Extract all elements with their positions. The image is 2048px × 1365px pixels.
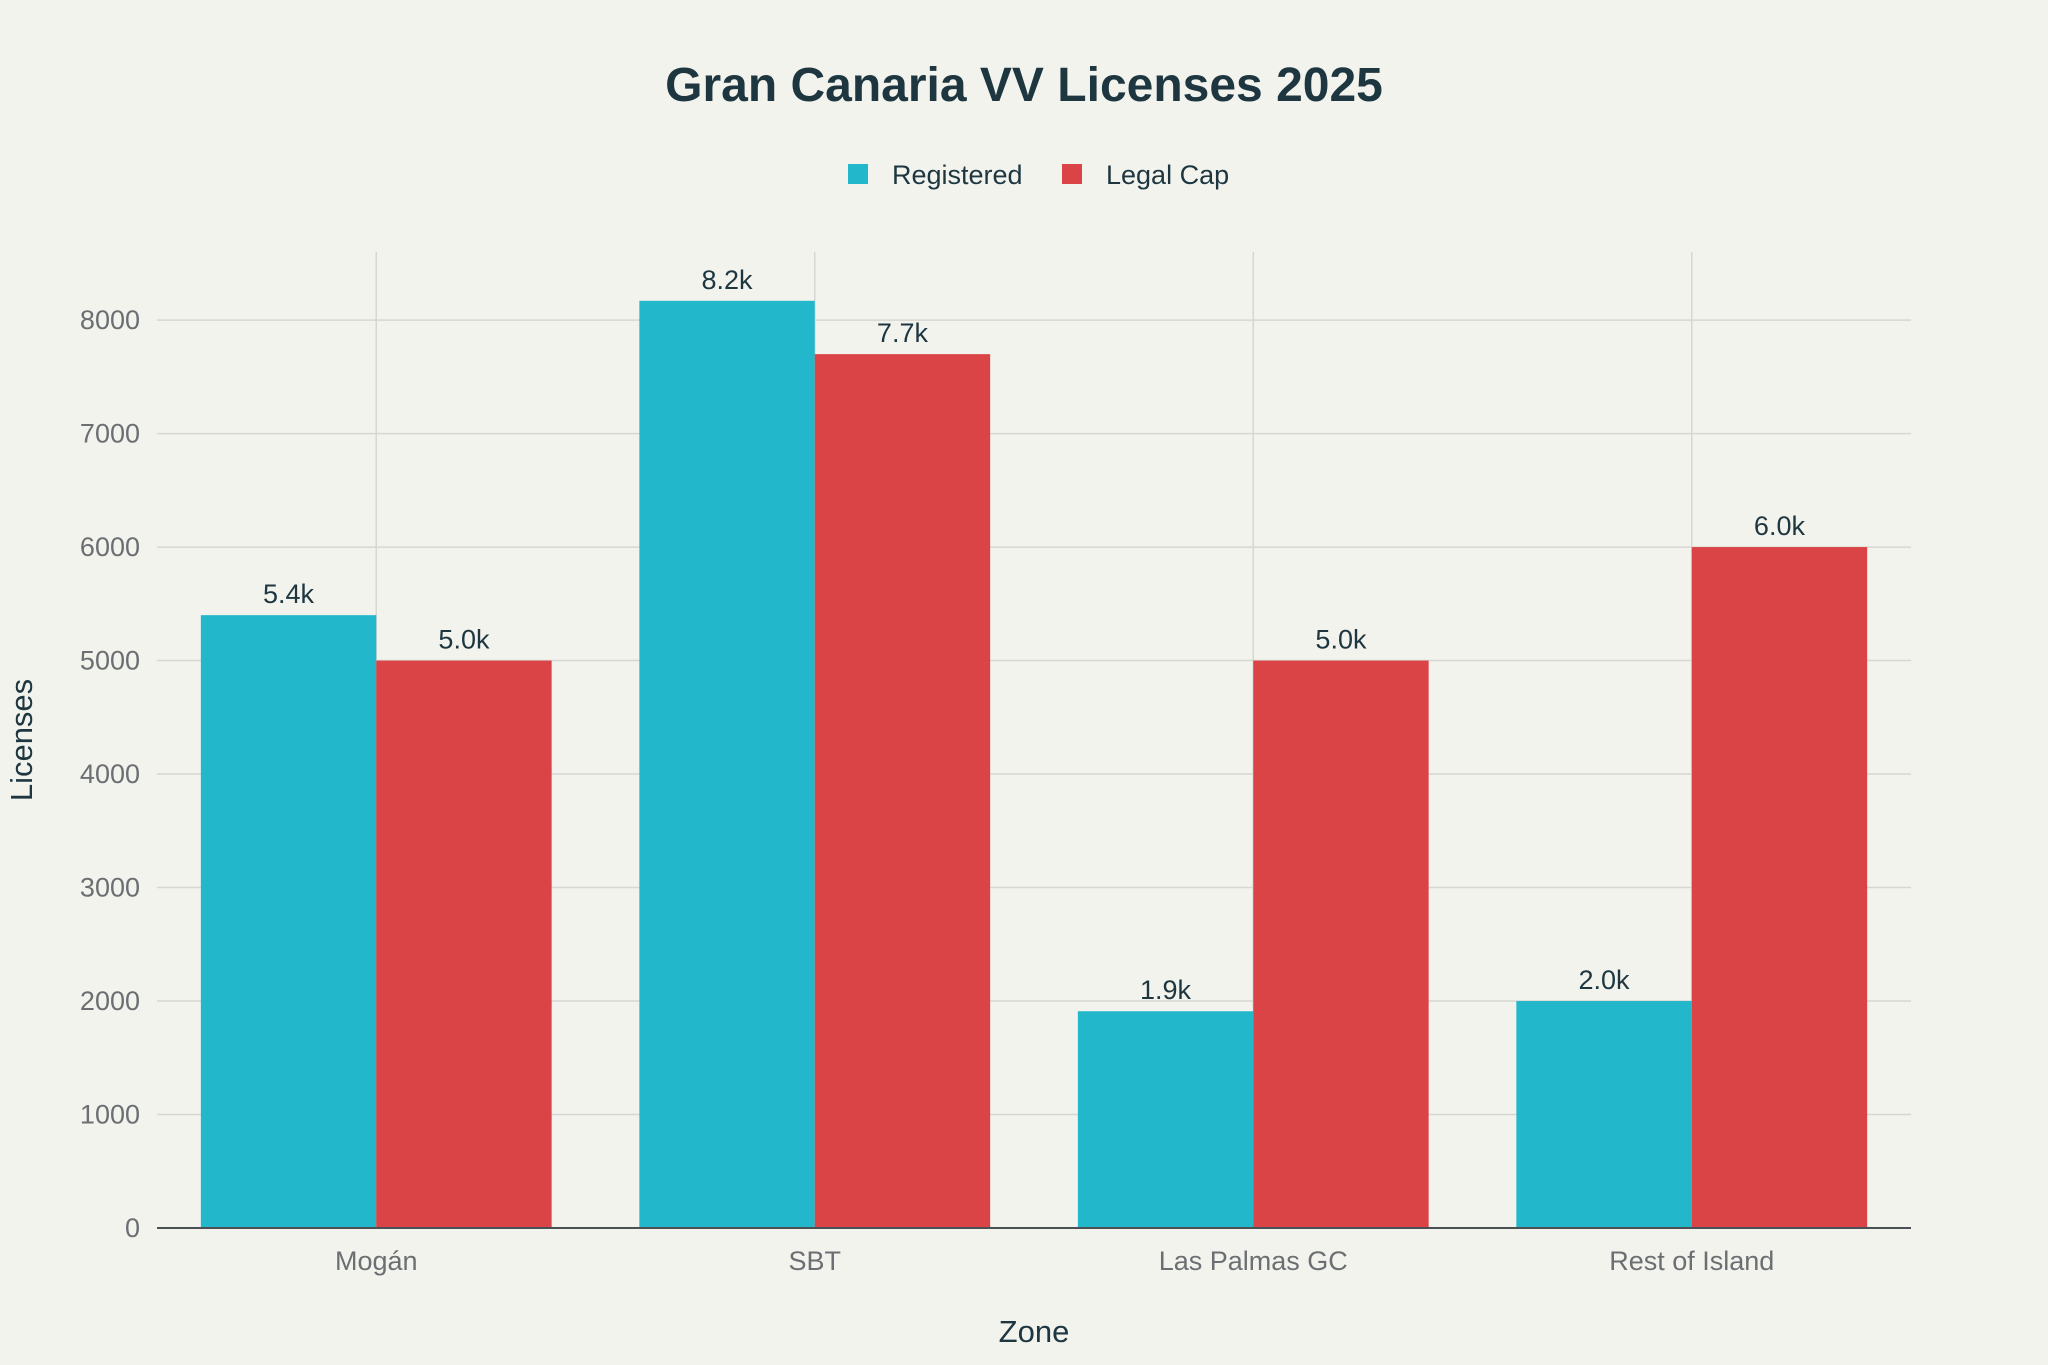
legend: Registered Legal Cap <box>848 160 1229 190</box>
data-label: 7.7k <box>877 318 929 348</box>
y-tick-label: 8000 <box>80 305 140 335</box>
y-tick-label: 0 <box>125 1213 140 1243</box>
y-tick-label: 1000 <box>80 1100 140 1130</box>
x-tick-label: Rest of Island <box>1609 1246 1774 1276</box>
legend-label-legal-cap: Legal Cap <box>1106 160 1229 190</box>
chart-title: Gran Canaria VV Licenses 2025 <box>665 59 1383 112</box>
bar <box>200 615 377 1228</box>
bar <box>376 660 552 1228</box>
y-tick-label: 6000 <box>80 532 140 562</box>
y-axis-title: Licenses <box>4 679 39 801</box>
data-label: 5.4k <box>263 579 315 609</box>
x-tick-label: Mogán <box>335 1246 418 1276</box>
legend-swatch-registered <box>848 164 868 184</box>
y-tick-label: 2000 <box>80 986 140 1016</box>
data-label: 1.9k <box>1140 975 1192 1005</box>
y-axis-ticks: 0 1000 2000 3000 4000 5000 6000 7000 8000 <box>80 305 140 1243</box>
y-tick-label: 7000 <box>80 419 140 449</box>
bar <box>1077 1011 1254 1228</box>
bar <box>639 300 815 1228</box>
data-label: 5.0k <box>1315 625 1367 655</box>
data-label: 2.0k <box>1579 965 1631 995</box>
x-tick-label: SBT <box>788 1246 841 1276</box>
bar <box>1516 1001 1692 1228</box>
data-labels: 5.4k 5.0k 8.2k 7.7k 1.9k 5.0k 2.0k 6.0k <box>263 265 1805 1005</box>
legend-swatch-legal-cap <box>1062 164 1082 184</box>
x-axis-title: Zone <box>999 1314 1070 1349</box>
y-tick-label: 5000 <box>80 646 140 676</box>
legend-label-registered: Registered <box>892 160 1023 190</box>
bar <box>1253 660 1429 1228</box>
bar <box>814 354 991 1228</box>
data-label: 5.0k <box>438 625 490 655</box>
y-tick-label: 3000 <box>80 873 140 903</box>
data-label: 6.0k <box>1754 511 1806 541</box>
data-label: 8.2k <box>702 265 754 295</box>
bar <box>1691 547 1868 1228</box>
x-axis-ticks: Mogán SBT Las Palmas GC Rest of Island <box>335 1246 1774 1276</box>
x-tick-label: Las Palmas GC <box>1159 1246 1348 1276</box>
y-tick-label: 4000 <box>80 759 140 789</box>
bars <box>200 300 1868 1228</box>
